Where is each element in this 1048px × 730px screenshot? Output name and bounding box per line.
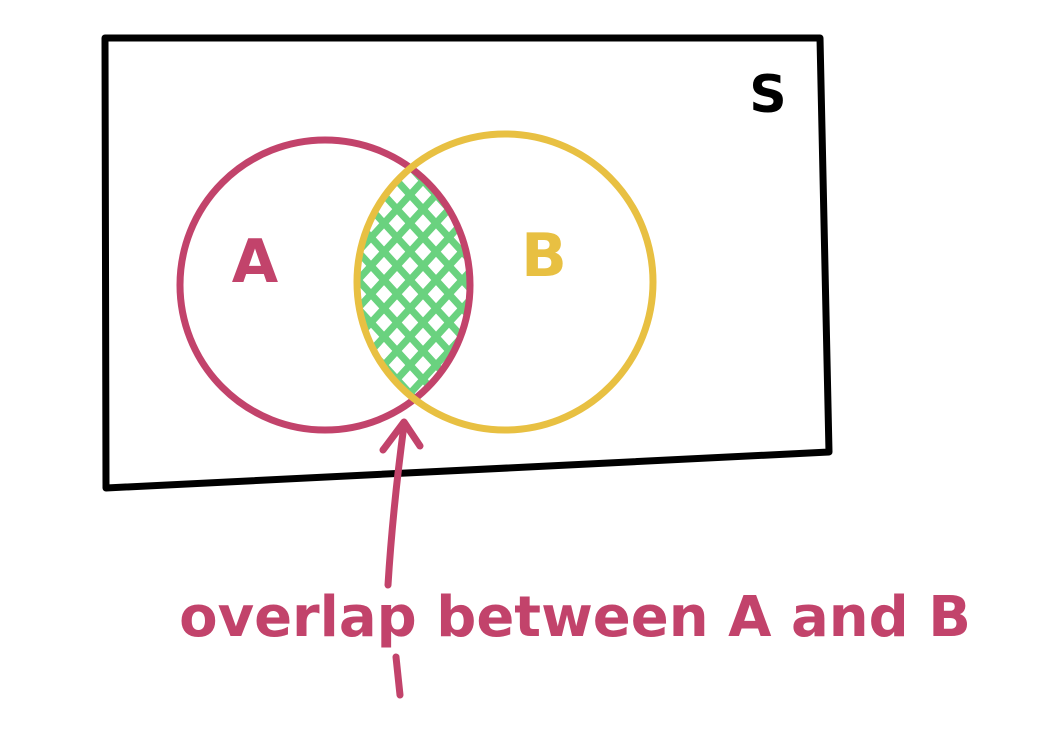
hatch-line xyxy=(40,160,260,400)
hatch-line xyxy=(118,160,338,400)
overlap-annotation: overlap between A and B xyxy=(179,585,971,650)
hatch-line xyxy=(586,160,806,400)
set-a-circle xyxy=(176,136,474,434)
hatch-line xyxy=(482,160,702,400)
hatch-line xyxy=(357,156,446,404)
hatch-line xyxy=(534,160,754,400)
hatch-line xyxy=(534,160,754,400)
universe-label: S xyxy=(749,65,786,125)
hatch-line xyxy=(357,156,470,404)
set-a-label: A xyxy=(232,227,279,297)
overlap-hatch xyxy=(40,156,832,404)
overlap-arrow xyxy=(379,418,424,699)
hatch-line xyxy=(374,156,470,404)
set-b-circle xyxy=(353,130,657,434)
hatch-line xyxy=(118,160,338,400)
hatch-line xyxy=(40,160,260,400)
universe-frame xyxy=(101,34,833,492)
hatch-line xyxy=(586,160,806,400)
hatch-line xyxy=(612,160,832,400)
hatch-line xyxy=(560,160,780,400)
hatch-line xyxy=(612,160,832,400)
hatch-line xyxy=(357,156,446,404)
set-b-label: B xyxy=(521,221,567,291)
hatch-line xyxy=(400,156,470,404)
hatch-line xyxy=(357,156,470,404)
hatch-line xyxy=(374,156,470,404)
hatch-line xyxy=(560,160,780,400)
hatch-line xyxy=(482,160,702,400)
